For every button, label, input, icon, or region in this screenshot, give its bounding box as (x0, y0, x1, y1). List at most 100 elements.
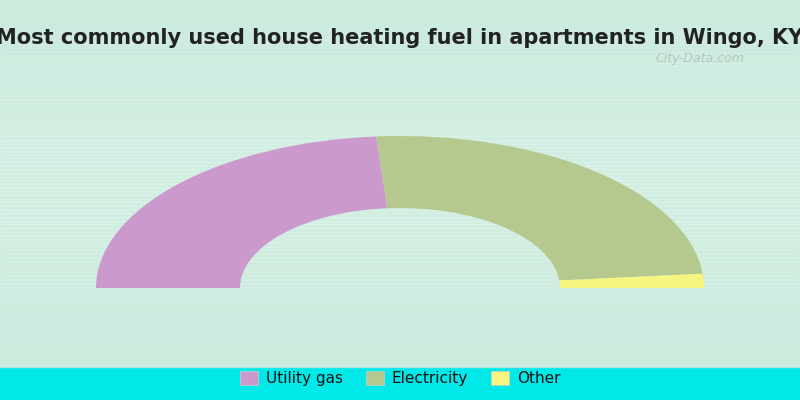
Bar (0, 66, 800, 70)
Bar (0, 136, 800, 140)
Bar (0, 250, 800, 254)
Bar (0, 103, 800, 107)
Bar (0, 276, 800, 280)
Bar (0, 269, 800, 272)
Bar (0, 114, 800, 118)
Bar (0, 298, 800, 302)
Bar (0, 144, 800, 147)
Bar (0, 81, 800, 85)
Bar (0, 338, 800, 342)
Bar (0, 313, 800, 316)
Bar (0, 30, 800, 33)
Bar (0, 353, 800, 357)
Bar (0, 122, 800, 125)
Bar (0, 309, 800, 313)
Bar (0, 107, 800, 110)
Bar (0, 184, 800, 188)
Bar (0, 210, 800, 214)
Bar (0, 33, 800, 37)
Bar (0, 239, 800, 243)
Bar (0, 324, 800, 328)
Bar (0, 129, 800, 132)
Bar (0, 221, 800, 224)
Bar (0, 346, 800, 350)
Wedge shape (376, 136, 702, 280)
Bar (0, 258, 800, 261)
Bar (0, 48, 800, 52)
Bar (0, 125, 800, 129)
Bar (0, 140, 800, 144)
Bar (0, 40, 800, 44)
Bar (0, 357, 800, 361)
Bar (0, 261, 800, 265)
Bar (0, 22, 800, 26)
Bar (0, 272, 800, 276)
Bar (0, 335, 800, 338)
Bar (0, 254, 800, 258)
Bar (0, 202, 800, 206)
Wedge shape (559, 274, 704, 288)
Bar (0, 37, 800, 40)
Bar (0, 166, 800, 169)
Bar (0, 228, 800, 232)
Bar (0, 169, 800, 173)
Bar (0, 206, 800, 210)
Bar (0, 4, 800, 7)
Text: Most commonly used house heating fuel in apartments in Wingo, KY: Most commonly used house heating fuel in… (0, 28, 800, 48)
Bar (0, 243, 800, 246)
Bar (0, 214, 800, 217)
Bar (0, 18, 800, 22)
Bar (0, 342, 800, 346)
Bar (0, 195, 800, 199)
Bar (0, 96, 800, 99)
Bar (0, 59, 800, 62)
Bar (0, 232, 800, 236)
Bar (0, 364, 800, 368)
Bar (0, 180, 800, 184)
Bar (0, 44, 800, 48)
Bar (0, 316, 800, 320)
Bar (0, 331, 800, 335)
Bar (0, 147, 800, 151)
Bar (0, 188, 800, 191)
Bar (0, 118, 800, 122)
Bar (0, 0, 800, 4)
Wedge shape (96, 136, 387, 288)
Bar (0, 350, 800, 353)
Bar (0, 287, 800, 291)
Bar (0, 154, 800, 158)
Bar (0, 55, 800, 59)
Legend: Utility gas, Electricity, Other: Utility gas, Electricity, Other (234, 365, 566, 392)
Bar (0, 70, 800, 74)
Bar (0, 52, 800, 55)
Bar (0, 246, 800, 250)
Bar (0, 162, 800, 166)
Bar (0, 283, 800, 287)
Bar (0, 306, 800, 309)
Bar (0, 88, 800, 92)
Bar (0, 265, 800, 269)
Bar (0, 132, 800, 136)
Bar (0, 151, 800, 154)
Bar (0, 110, 800, 114)
Bar (0, 291, 800, 294)
Bar (0, 77, 800, 81)
Bar (0, 199, 800, 202)
Bar (0, 302, 800, 306)
Bar (0, 158, 800, 162)
Bar (0, 320, 800, 324)
Bar (0, 173, 800, 177)
Bar (0, 294, 800, 298)
Bar (0, 11, 800, 15)
Bar (0, 74, 800, 77)
Bar (0, 236, 800, 239)
Bar (0, 85, 800, 88)
Bar (0, 217, 800, 221)
Bar (0, 15, 800, 18)
Bar (0, 26, 800, 30)
Bar (0, 62, 800, 66)
Bar (0, 280, 800, 283)
Bar (0, 191, 800, 195)
Bar (0, 92, 800, 96)
Bar (0, 361, 800, 364)
